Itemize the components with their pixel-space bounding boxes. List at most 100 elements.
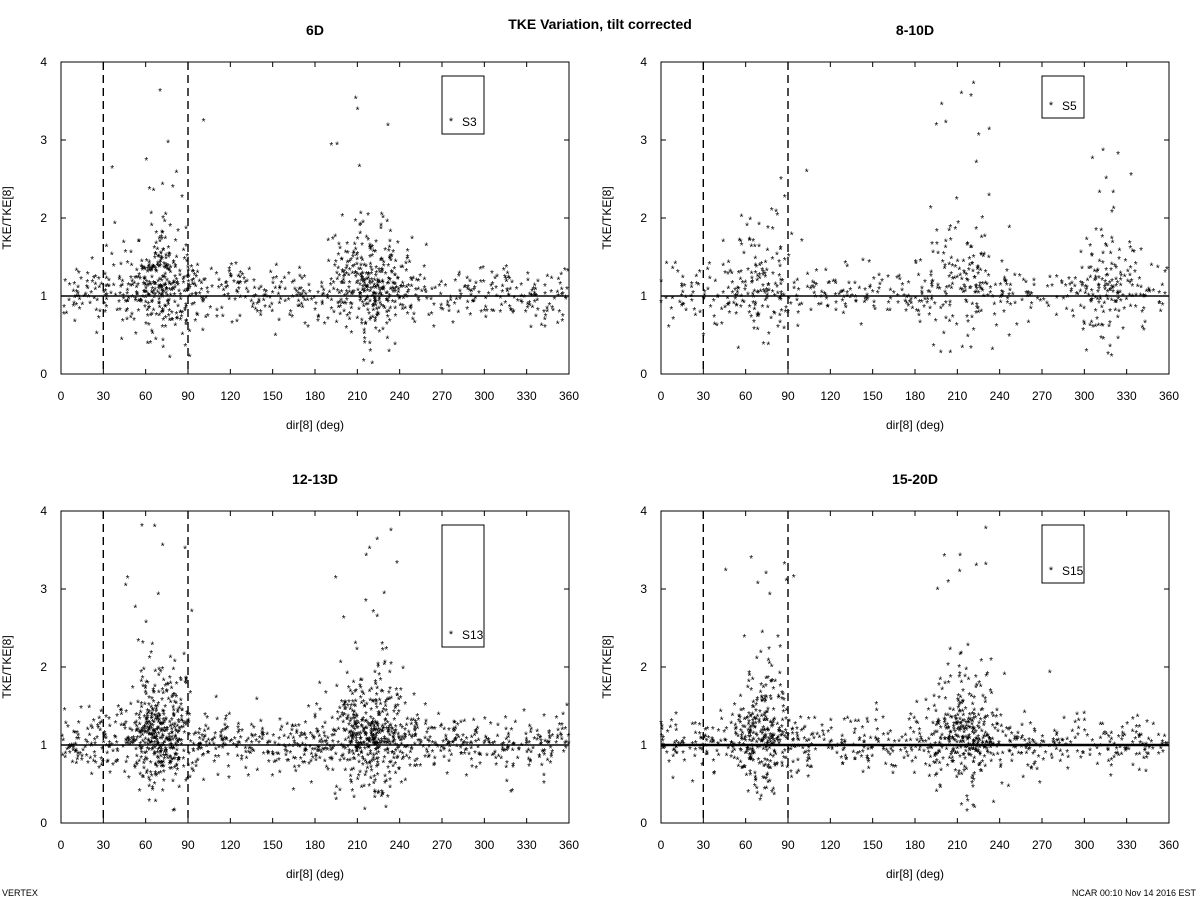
data-point: * [170,733,174,744]
data-point: * [505,759,509,770]
data-point: * [490,269,494,280]
data-point: * [984,268,988,279]
data-point: * [362,330,366,341]
data-point: * [245,755,249,766]
data-point: * [445,770,449,781]
data-point: * [363,758,367,769]
data-point: * [766,281,770,292]
data-point: * [195,311,199,322]
data-point: * [973,289,977,300]
data-point: * [159,283,163,294]
data-point: * [746,266,750,277]
data-point: * [1137,275,1141,286]
data-point: * [354,273,358,284]
data-point: * [364,769,368,780]
data-point: * [360,676,364,687]
data-point: * [284,744,288,755]
data-point: * [715,321,719,332]
data-point: * [348,266,352,277]
data-point: * [371,608,375,619]
data-point: * [149,267,153,278]
data-point: * [153,780,157,791]
legend: *S1*S2*S3 [441,75,485,135]
data-point: * [371,755,375,766]
data-point: * [120,278,124,289]
data-point: * [175,751,179,762]
data-point: * [306,323,310,334]
data-point: * [999,763,1003,774]
data-point: * [485,307,489,318]
data-point: * [364,319,368,330]
data-point: * [167,253,171,264]
data-point: * [336,716,340,727]
data-point: * [385,289,389,300]
panel-6d: 6D ***** ********************************… [0,22,579,432]
data-point: * [819,301,823,312]
y-tick-label: 0 [640,816,647,830]
data-point: * [352,248,356,259]
data-point: * [847,279,851,290]
data-point: * [824,291,828,302]
data-point: * [477,750,481,761]
data-point: * [234,260,238,271]
data-point: * [369,758,373,769]
data-point: * [92,295,96,306]
data-point: * [759,681,763,692]
data-point: * [865,753,869,764]
data-point: * [66,723,70,734]
data-point: * [1110,208,1114,219]
legend-label: S5 [1062,99,1077,113]
data-point: * [826,303,830,314]
data-point: * [790,774,794,785]
data-point: * [145,770,149,781]
data-point: * [380,640,384,651]
data-point: * [753,773,757,784]
data-point: * [965,241,969,252]
data-point: * [466,298,470,309]
data-point: * [137,274,141,285]
data-point: * [301,303,305,314]
data-point: * [368,280,372,291]
data-point: * [179,701,183,712]
x-tick-label: 300 [1074,838,1094,852]
data-point: * [152,244,156,255]
data-point: * [362,288,366,299]
data-point: * [800,727,804,738]
data-point: * [392,280,396,291]
data-point: * [219,282,223,293]
data-point: * [200,752,204,763]
data-point: * [292,277,296,288]
y-axis-label: TKE/TKE[8] [600,186,614,249]
data-point: * [136,307,140,318]
data-point: * [765,266,769,277]
data-point: * [190,277,194,288]
data-point: * [377,294,381,305]
data-point: * [147,263,151,274]
data-point: * [110,251,114,262]
data-point: * [1038,779,1042,790]
data-point: * [863,286,867,297]
data-point: * [757,243,761,254]
data-point: * [1055,294,1059,305]
y-tick-label: 1 [640,289,647,303]
data-point: * [806,270,810,281]
data-point: * [393,280,397,291]
data-point: * [877,272,881,283]
data-point: * [152,187,156,198]
x-tick-label: 300 [474,838,494,852]
data-point: * [381,279,385,290]
data-point: * [1113,262,1117,273]
data-point: * [512,308,516,319]
data-point: * [203,276,207,287]
data-point: * [312,294,316,305]
data-point: * [408,731,412,742]
data-point: * [965,298,969,309]
data-point: * [168,280,172,291]
data-point: * [1119,269,1123,280]
data-point: * [382,303,386,314]
data-point: * [150,221,154,232]
data-point: * [343,292,347,303]
y-tick-label: 0 [40,816,47,830]
data-point: * [739,727,743,738]
data-point: * [161,787,165,798]
